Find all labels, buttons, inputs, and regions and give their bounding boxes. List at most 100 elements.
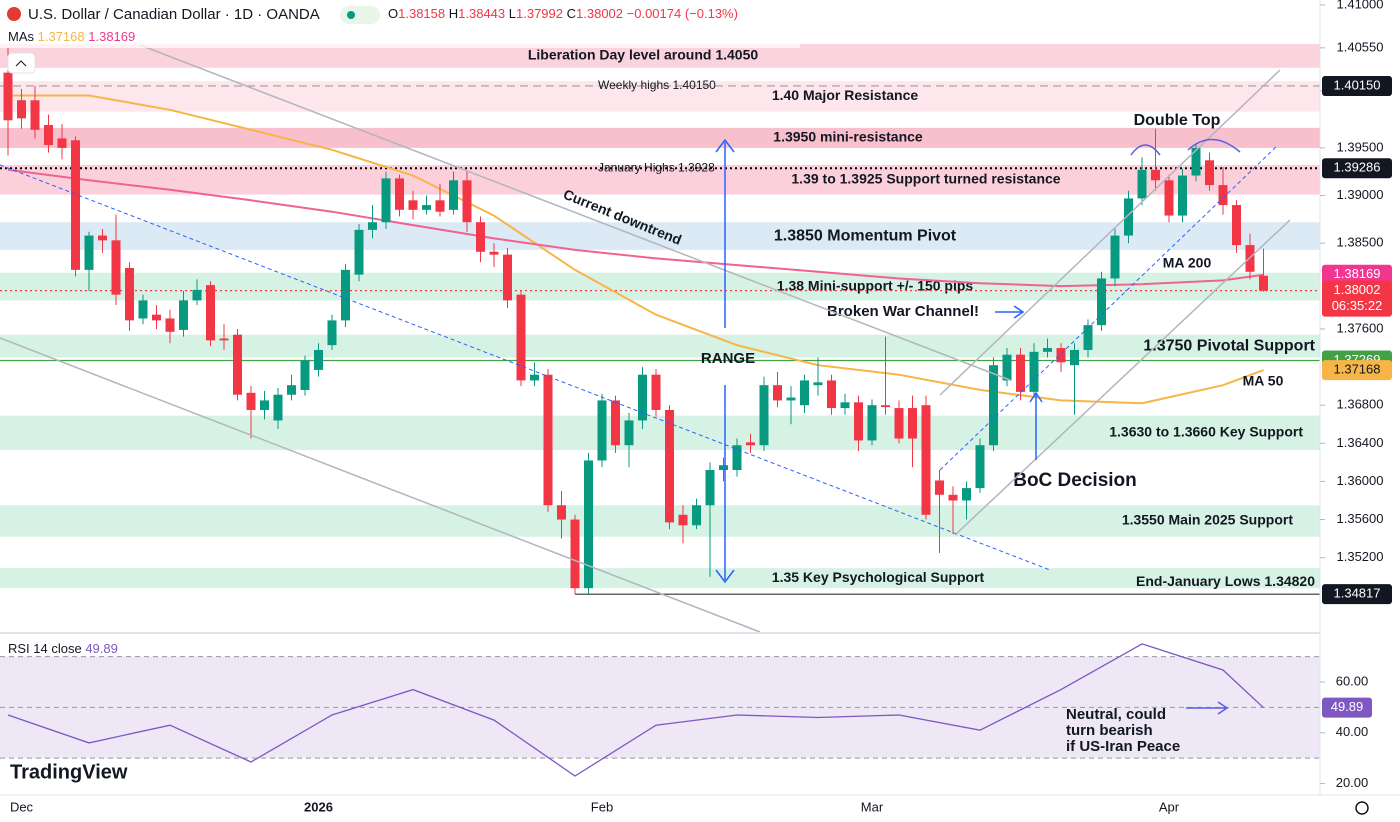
candle-body — [962, 488, 971, 501]
price-tag-label: 1.34817 — [1334, 586, 1381, 601]
ohlc-value: 1.38158 — [398, 6, 445, 21]
candle-body — [44, 125, 53, 146]
price-tag — [1322, 158, 1392, 179]
mas-label: MAs — [8, 29, 35, 44]
candle-body — [1137, 169, 1147, 199]
collapse-icon — [15, 60, 27, 67]
candle-body — [516, 294, 526, 381]
drawings — [0, 44, 1291, 715]
candle-body — [543, 374, 553, 506]
candle-body — [476, 222, 485, 252]
candle-body — [989, 365, 998, 446]
price-tag-label: 1.38169 — [1334, 266, 1381, 281]
annotation: turn bearish — [1066, 722, 1153, 739]
arrow-head — [1013, 305, 1025, 319]
candle-body — [530, 374, 539, 381]
trendline — [0, 337, 761, 633]
ohlc-value: 1.38002 — [576, 6, 623, 21]
price-tag — [1322, 360, 1392, 381]
zone-label: 1.3630 to 1.3660 Key Support — [1109, 424, 1303, 440]
candle-body — [327, 320, 337, 346]
plot: Weekly highs 1.40150 January Highs 1.3928… — [0, 47, 1320, 777]
candle-body — [98, 235, 107, 241]
x-tick-label: Feb — [591, 799, 613, 814]
price-tag — [1322, 264, 1392, 285]
candle-body — [881, 405, 890, 408]
candle-body — [273, 394, 283, 421]
candle-body — [719, 465, 728, 470]
candle-body — [30, 100, 40, 130]
ma-value: 1.37168 — [38, 29, 85, 44]
candle-body — [773, 385, 782, 401]
mas-header: MAs 1.37168 1.38169 — [8, 29, 135, 44]
zone-label: 1.39 to 1.3925 Support turned resistance — [791, 171, 1060, 187]
settings-icon[interactable] — [1355, 801, 1369, 815]
price-tag — [1322, 280, 1392, 317]
annotation: BoC Decision — [1013, 470, 1137, 491]
ohlc-value: 1.38443 — [458, 6, 505, 21]
y-tick-label: 1.40550 — [1337, 39, 1384, 54]
candle-body — [786, 397, 796, 401]
y-tick-label: 1.41000 — [1337, 0, 1384, 11]
zone-label: 1.35 Key Psychological Support — [772, 569, 985, 585]
ma-value: 1.38169 — [88, 29, 135, 44]
price-tag — [1322, 584, 1392, 605]
level-label: End-January Lows 1.34820 — [1136, 573, 1315, 589]
candle-body — [111, 240, 121, 295]
arrow-head — [715, 569, 735, 584]
candle-body — [638, 374, 647, 421]
arrow-head — [715, 138, 735, 153]
y-tick-label: 1.36000 — [1337, 473, 1384, 488]
candle-body — [840, 402, 850, 409]
ohlc-label: O — [388, 6, 398, 21]
annotation: if US-Iran Peace — [1066, 738, 1180, 755]
candle-body — [1205, 160, 1214, 186]
candle-body — [867, 405, 877, 441]
zone — [0, 568, 1320, 589]
symbol-icon — [7, 7, 21, 21]
arrow-head — [1029, 391, 1043, 403]
y-tick-label: 1.36400 — [1337, 435, 1384, 450]
candle-body — [435, 200, 445, 212]
ohlc-label: C — [567, 6, 576, 21]
candle-body — [1218, 185, 1228, 206]
candle-body — [557, 505, 566, 520]
candle-body — [1083, 325, 1093, 350]
candle-body — [57, 138, 67, 148]
candle-body — [206, 285, 215, 341]
candle-body — [1016, 354, 1025, 392]
zone — [0, 44, 1320, 68]
candle-body — [462, 180, 472, 223]
candle-body — [1178, 175, 1187, 216]
rsi-header: RSI 14 close 49.89 — [8, 641, 118, 656]
candle-body — [71, 140, 80, 270]
candle-body — [408, 200, 418, 210]
header-bg — [0, 0, 800, 48]
ohlc-value: 1.37992 — [516, 6, 563, 21]
annotation: Broken War Channel! — [827, 303, 979, 320]
candle-body — [854, 402, 863, 441]
level-label: Weekly highs 1.40150 — [598, 78, 716, 92]
status-pill — [340, 6, 380, 24]
candle-body — [705, 469, 715, 506]
series-line — [7, 168, 1264, 288]
candle-body — [1191, 147, 1201, 176]
annotation: Neutral, could — [1066, 706, 1166, 723]
candle-body — [341, 269, 350, 321]
y-tick-label: 1.39000 — [1337, 187, 1384, 202]
candle-body — [354, 229, 364, 275]
candle-body — [287, 385, 296, 395]
candle-body — [219, 338, 229, 341]
axes: 1.410001.405501.401001.395001.390001.385… — [10, 0, 1384, 814]
zone-label: 1.40 Major Resistance — [772, 87, 919, 103]
collapse-button[interactable] — [7, 52, 36, 74]
candle-body — [1002, 354, 1012, 381]
y-tick-label: 1.39500 — [1337, 139, 1384, 154]
zone-label: 1.3950 mini-resistance — [773, 129, 923, 145]
candle-body — [1097, 278, 1106, 326]
candle-body — [1164, 180, 1174, 216]
candle-body — [975, 445, 985, 489]
zone — [0, 127, 1320, 148]
